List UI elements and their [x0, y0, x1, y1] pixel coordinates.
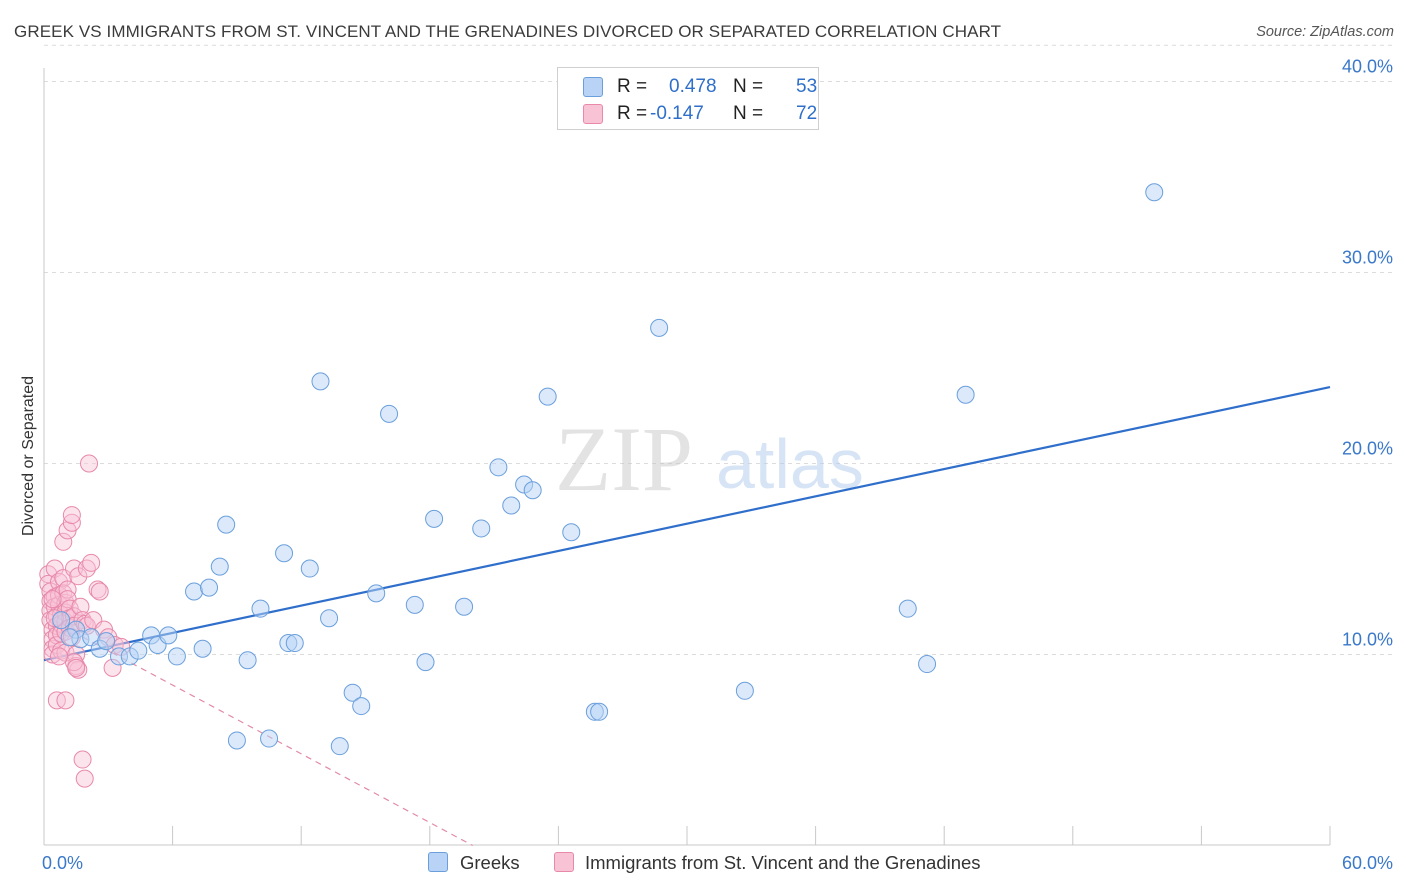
data-point-greeks: [185, 582, 204, 601]
watermark: ZIP atlas: [555, 408, 864, 510]
watermark-atlas: atlas: [716, 425, 864, 503]
data-point-greeks: [650, 318, 669, 337]
data-point-immigrants: [50, 647, 69, 666]
legend-n-value: 72: [796, 103, 818, 124]
data-point-greeks: [1145, 183, 1164, 202]
legend-r-value: -0.147: [650, 103, 704, 124]
data-point-immigrants: [71, 597, 90, 616]
y-axis-label: Divorced or Separated: [20, 376, 37, 536]
data-point-immigrants: [43, 590, 62, 609]
bottom-legend-label: Greeks: [460, 852, 520, 873]
bottom-legend-label: Immigrants from St. Vincent and the Gren…: [585, 852, 981, 873]
data-point-greeks: [489, 458, 508, 477]
data-point-greeks: [502, 496, 521, 515]
data-point-immigrants: [62, 506, 81, 525]
chart-title: GREEK VS IMMIGRANTS FROM ST. VINCENT AND…: [14, 22, 1002, 41]
data-point-immigrants: [56, 691, 75, 710]
legend-swatch-blue: [583, 77, 603, 97]
y-tick-label: 30.0%: [1342, 248, 1393, 268]
x-tick-label: 60.0%: [1342, 853, 1393, 873]
legend-n-value: 53: [796, 76, 818, 97]
bottom-legend-swatch-pink: [554, 852, 574, 872]
data-point-greeks: [343, 683, 362, 702]
data-point-greeks: [52, 611, 71, 630]
data-point-immigrants: [58, 580, 77, 599]
data-point-greeks: [200, 578, 219, 597]
legend-n-label: N =: [733, 103, 764, 124]
blue-series-points: [52, 183, 1164, 756]
legend-r-value: 0.478: [669, 76, 717, 97]
data-point-greeks: [260, 729, 279, 748]
data-point-greeks: [590, 702, 609, 721]
legend-r-label: R =: [617, 76, 648, 97]
legend-r-label: R =: [617, 103, 648, 124]
watermark-zip: ZIP: [555, 408, 693, 510]
data-point-greeks: [898, 599, 917, 618]
data-point-immigrants: [75, 769, 94, 788]
data-point-greeks: [320, 609, 339, 628]
data-point-greeks: [129, 641, 148, 660]
data-point-greeks: [416, 653, 435, 672]
data-point-greeks: [193, 639, 212, 658]
y-tick-label: 20.0%: [1342, 439, 1393, 459]
data-point-greeks: [523, 481, 542, 500]
y-tick-label: 10.0%: [1342, 630, 1393, 650]
correlation-legend: R = 0.478 N = 53 R = -0.147 N = 72: [557, 67, 819, 130]
data-point-greeks: [159, 626, 178, 645]
data-point-greeks: [956, 385, 975, 404]
legend-n-label: N =: [733, 76, 764, 97]
data-point-immigrants: [67, 658, 86, 677]
data-point-immigrants: [90, 582, 109, 601]
data-point-greeks: [735, 681, 754, 700]
bottom-legend-immigrants: Immigrants from St. Vincent and the Gren…: [554, 852, 1034, 876]
data-point-greeks: [367, 584, 386, 603]
data-point-immigrants: [62, 513, 81, 532]
data-point-greeks: [455, 597, 474, 616]
data-point-greeks: [472, 519, 491, 538]
source-attribution: Source: ZipAtlas.com: [1256, 24, 1394, 40]
tick-labels: 10.0% 20.0% 30.0% 40.0% 0.0% 60.0%: [42, 57, 1393, 874]
bottom-legend-swatch-blue: [428, 852, 448, 872]
axes: [43, 68, 1331, 846]
data-point-greeks: [300, 559, 319, 578]
data-point-greeks: [167, 647, 186, 666]
data-point-greeks: [238, 651, 257, 670]
legend-swatch-pink: [583, 104, 603, 124]
data-point-immigrants: [80, 454, 99, 473]
data-point-greeks: [311, 372, 330, 391]
data-point-greeks: [97, 632, 116, 651]
data-point-greeks: [538, 387, 557, 406]
data-point-immigrants: [82, 553, 101, 572]
data-point-greeks: [425, 509, 444, 528]
x-tick-label: 0.0%: [42, 853, 83, 873]
data-point-greeks: [562, 523, 581, 542]
bottom-legend-greeks: Greeks: [428, 852, 548, 876]
y-tick-label: 40.0%: [1342, 57, 1393, 77]
data-point-greeks: [217, 515, 236, 534]
data-point-greeks: [380, 404, 399, 423]
data-point-greeks: [251, 599, 270, 618]
data-point-greeks: [330, 737, 349, 756]
data-point-greeks: [60, 628, 79, 647]
data-point-greeks: [285, 634, 304, 653]
data-point-greeks: [210, 557, 229, 576]
data-point-immigrants: [73, 750, 92, 769]
data-point-greeks: [918, 655, 937, 674]
data-point-immigrants: [54, 532, 73, 551]
data-point-greeks: [227, 731, 246, 750]
data-point-greeks: [405, 595, 424, 614]
data-point-greeks: [352, 697, 371, 716]
grid-lines: [44, 44, 1392, 655]
data-point-greeks: [275, 544, 294, 563]
